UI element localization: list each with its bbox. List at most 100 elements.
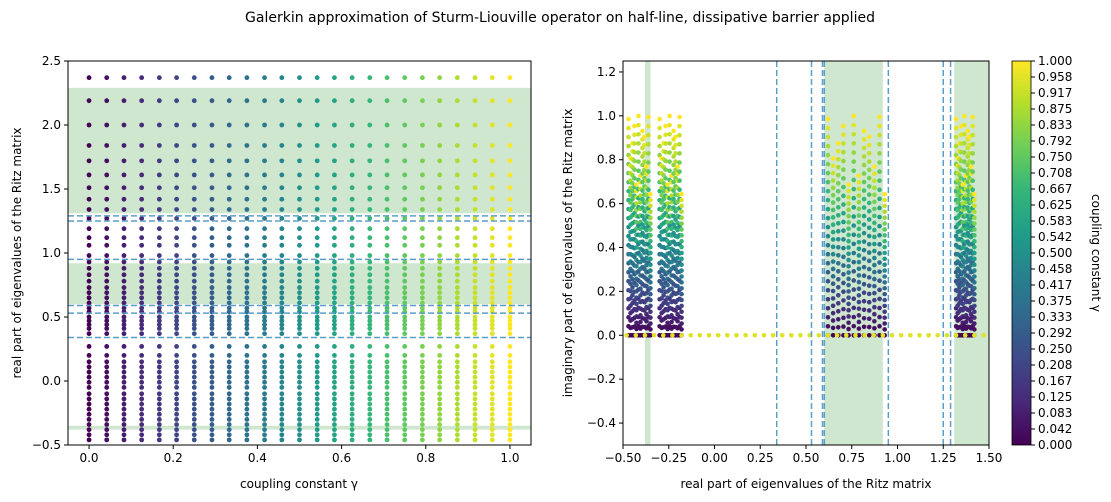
data-point: [970, 123, 975, 129]
data-point: [297, 305, 302, 311]
data-point: [851, 214, 857, 219]
data-point: [314, 374, 320, 380]
data-point: [121, 422, 127, 427]
data-point: [648, 280, 653, 285]
data-point: [630, 276, 635, 282]
data-point: [651, 332, 657, 338]
data-point: [648, 221, 653, 226]
data-point: [367, 427, 373, 433]
data-point: [139, 253, 145, 258]
data-point: [862, 332, 867, 338]
data-point: [226, 295, 232, 301]
data-point: [679, 285, 684, 291]
data-point: [244, 196, 250, 202]
data-point: [632, 167, 637, 172]
x-tick-label: 0.00: [701, 451, 728, 465]
data-point: [851, 141, 857, 146]
data-point: [332, 374, 337, 380]
data-point: [349, 216, 355, 221]
data-point: [507, 305, 513, 311]
data-point: [420, 411, 425, 417]
data-point: [139, 391, 145, 397]
data-point: [191, 427, 197, 433]
data-point: [866, 266, 872, 272]
data-point: [244, 242, 250, 248]
data-point: [121, 278, 127, 284]
data-point: [384, 344, 390, 349]
data-point: [139, 314, 145, 320]
data-point: [174, 143, 179, 148]
data-point: [953, 332, 959, 338]
data-point: [349, 379, 355, 385]
data-point: [279, 401, 285, 407]
data-point: [437, 196, 443, 202]
data-point: [851, 177, 857, 183]
data-point: [174, 259, 179, 265]
data-point: [121, 318, 127, 324]
data-point: [349, 285, 355, 290]
data-point: [872, 206, 877, 212]
data-point: [121, 242, 127, 248]
data-point: [972, 274, 977, 279]
data-point: [297, 272, 302, 278]
data-point: [384, 290, 390, 296]
y-tick-label: 0.4: [597, 241, 616, 255]
y-tick-label: 2.5: [42, 54, 61, 68]
data-point: [367, 417, 373, 422]
data-point: [630, 196, 635, 202]
data-point: [156, 216, 162, 221]
data-point: [489, 75, 495, 81]
data-point: [367, 353, 373, 358]
data-point: [841, 132, 846, 138]
data-point: [121, 391, 127, 397]
data-point: [279, 207, 285, 212]
data-point: [332, 216, 337, 221]
data-point: [297, 353, 302, 358]
data-point: [174, 385, 179, 390]
data-point: [420, 207, 425, 212]
data-point: [472, 379, 478, 385]
data-point: [835, 196, 841, 202]
data-point: [104, 406, 110, 412]
data-point: [104, 295, 110, 301]
data-point: [642, 217, 647, 222]
data-point: [882, 197, 887, 203]
data-point: [279, 417, 285, 422]
data-point: [226, 305, 232, 311]
data-point: [139, 331, 145, 337]
data-point: [675, 318, 680, 324]
data-point: [675, 255, 680, 261]
data-point: [314, 295, 320, 301]
data-point: [332, 300, 337, 306]
data-point: [226, 385, 232, 390]
data-point: [846, 226, 851, 231]
data-point: [262, 290, 267, 296]
data-point: [244, 364, 250, 370]
data-point: [244, 300, 250, 306]
data-point: [174, 344, 179, 349]
data-point: [420, 253, 425, 258]
data-point: [174, 401, 179, 407]
data-point: [454, 422, 460, 427]
data-point: [671, 205, 676, 210]
data-point: [244, 314, 250, 320]
data-point: [209, 344, 215, 349]
data-point: [861, 188, 867, 193]
data-point: [262, 432, 267, 438]
data-point: [279, 158, 285, 164]
data-point: [663, 167, 668, 172]
data-point: [244, 75, 250, 81]
data-point: [121, 385, 127, 390]
data-point: [420, 265, 425, 271]
data-point: [835, 252, 841, 258]
data-point: [86, 242, 92, 248]
data-point: [191, 300, 197, 306]
data-point: [191, 322, 197, 328]
data-point: [191, 359, 197, 365]
data-point: [841, 158, 846, 164]
data-point: [209, 226, 215, 232]
data-point: [437, 385, 443, 390]
data-point: [244, 353, 250, 358]
data-point: [830, 156, 836, 161]
data-point: [851, 269, 857, 274]
